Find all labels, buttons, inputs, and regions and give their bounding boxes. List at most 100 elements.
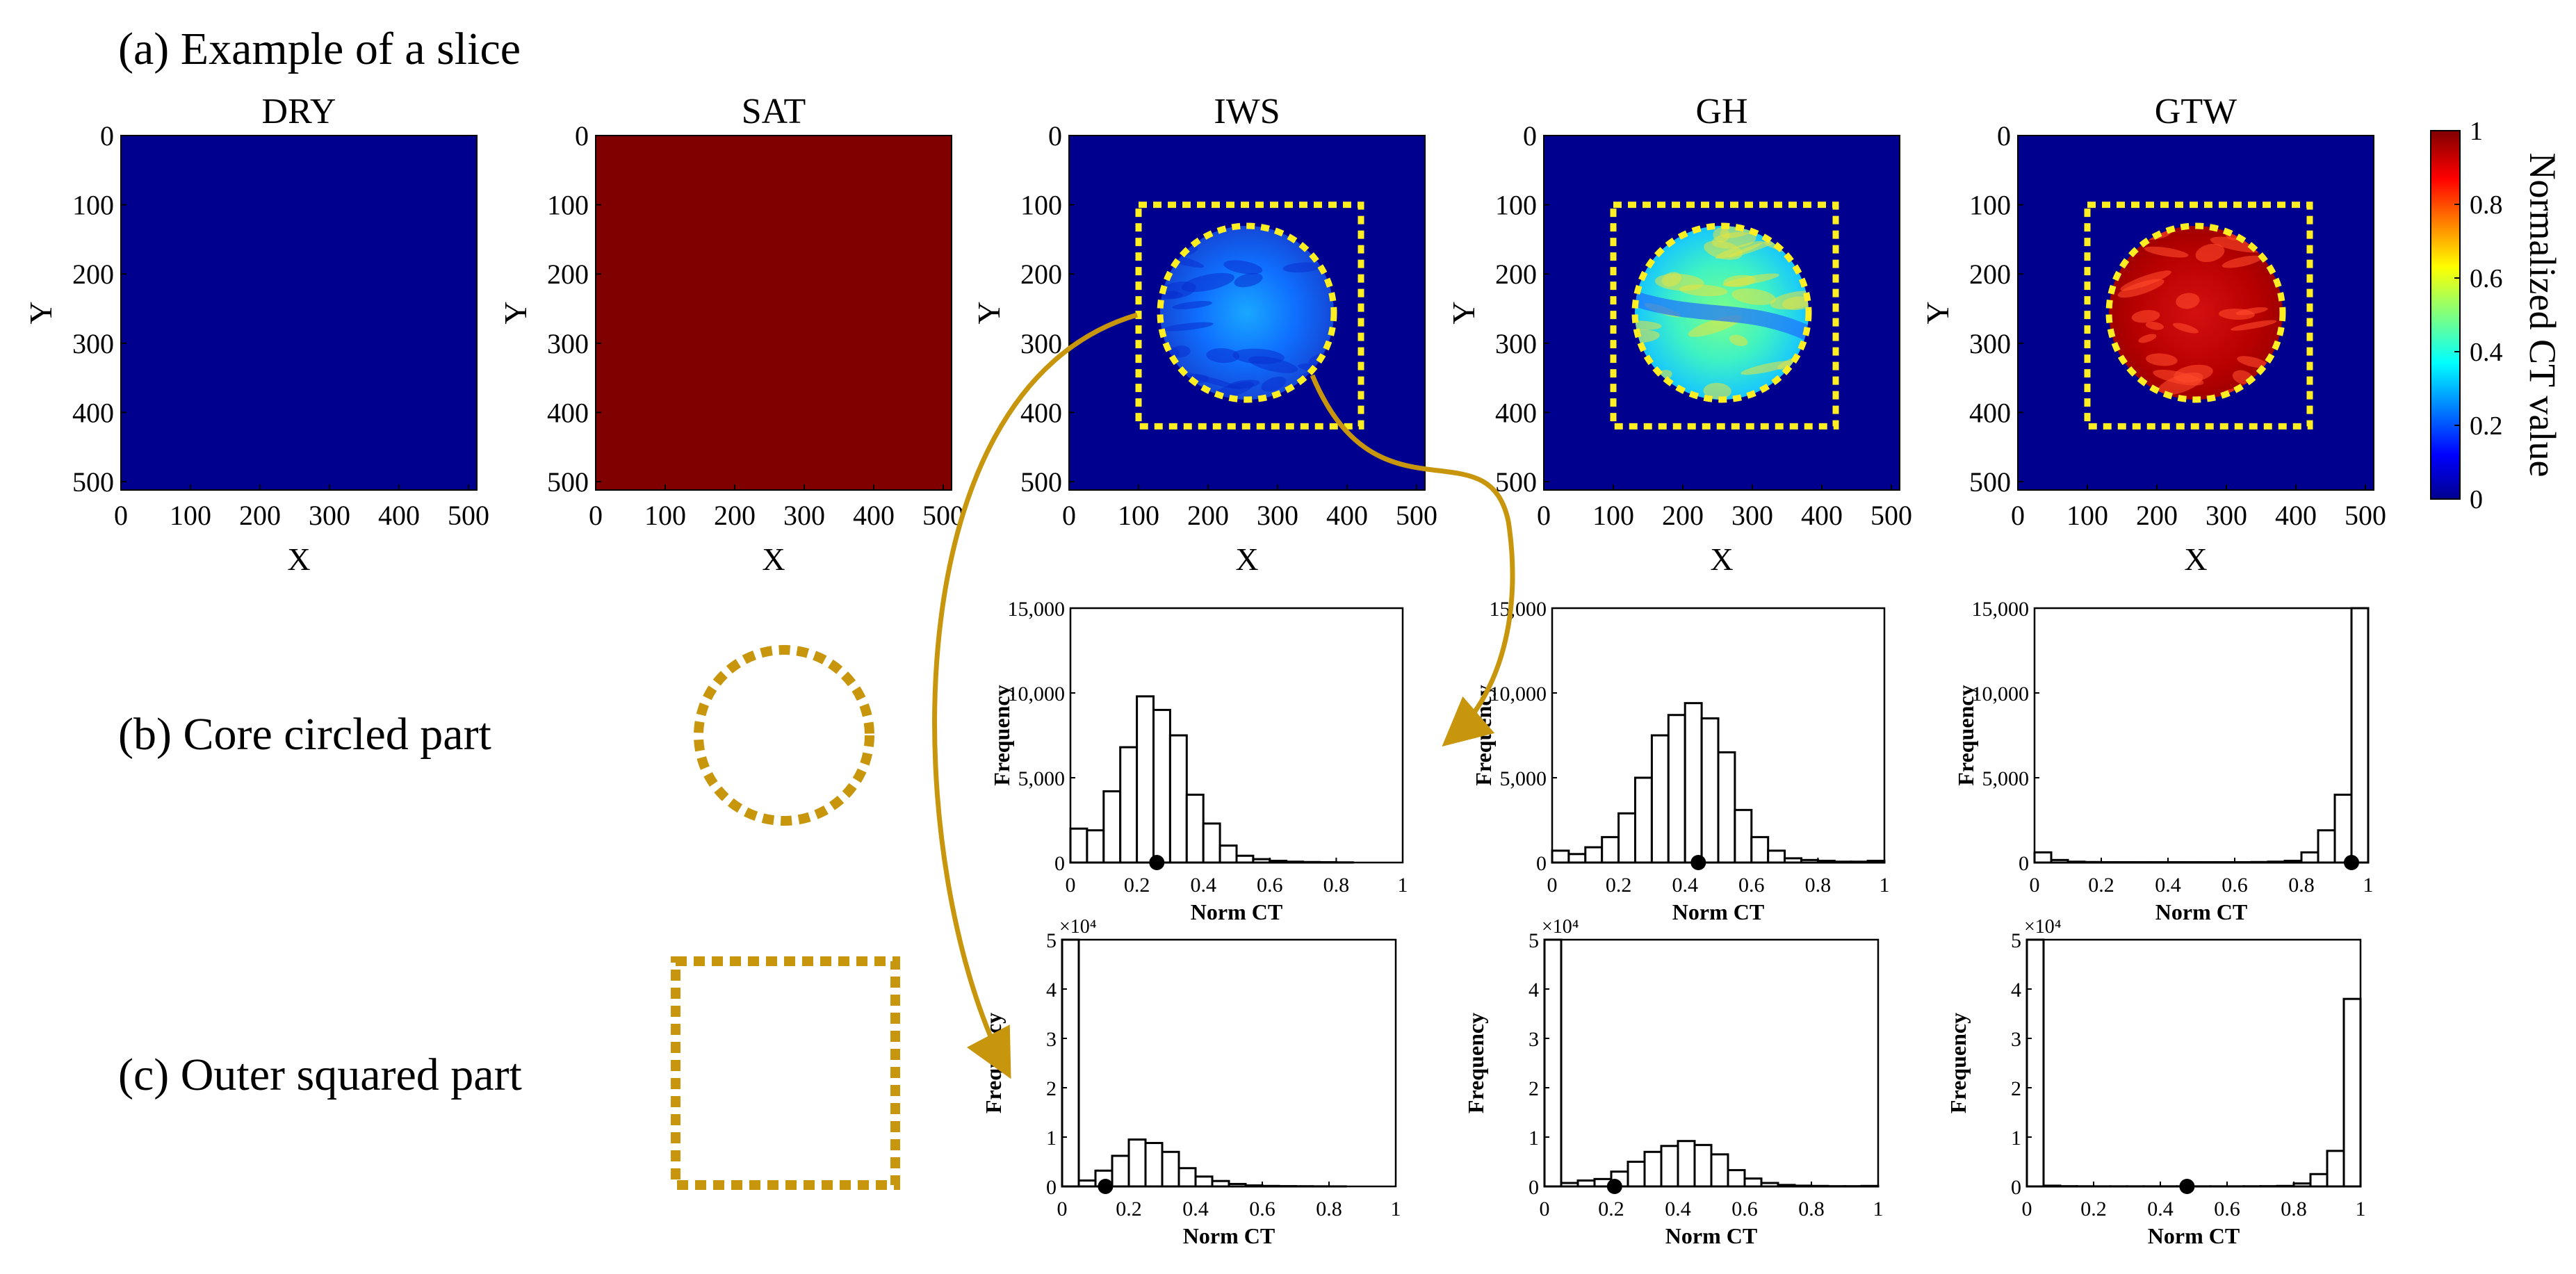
- core-texture-streak: [1206, 348, 1240, 364]
- histogram-bar: [1767, 849, 1786, 864]
- histogram-bar: [1177, 1167, 1197, 1188]
- slice-title-gtw: GTW: [2155, 92, 2237, 131]
- histogram-exponent-label: ×10⁴: [1542, 916, 1579, 938]
- histogram-frame: [2033, 607, 2370, 864]
- histogram-mean-marker: [2344, 855, 2359, 870]
- core-circle-schematic: [694, 645, 874, 826]
- slice-y-tick-label: 100: [72, 190, 114, 221]
- core-texture-band: [1635, 291, 1809, 341]
- slice-panels: DRY 0 0 100 100 200 200 300 300 400 400 500 500 X Y SAT…: [23, 92, 2386, 577]
- histogram-bar: [2333, 793, 2353, 864]
- histogram-y-tick-label: 5,000: [1982, 767, 2030, 790]
- histogram-x-axis-label: Norm CT: [1183, 1223, 1275, 1248]
- slice-x-tick-label: 100: [2066, 500, 2108, 531]
- slice-x-axis-label: X: [1710, 541, 1733, 577]
- histogram-bar: [2033, 851, 2053, 864]
- histogram-mean-marker: [1149, 855, 1165, 870]
- histogram-bar: [1144, 1142, 1164, 1188]
- histogram-x-axis-label: Norm CT: [2155, 899, 2247, 924]
- histogram-x-tick-label: 1: [2363, 874, 2374, 897]
- slice-y-tick-label: 200: [1969, 259, 2011, 290]
- histogram-bar: [1717, 751, 1736, 864]
- slice-y-tick-label: 200: [547, 259, 589, 290]
- row-a-label: (a) Example of a slice: [118, 24, 521, 74]
- histogram-bar: [1743, 1177, 1763, 1188]
- histogram-x-tick-label: 0.8: [1798, 1198, 1825, 1220]
- histogram-x-axis-label: Norm CT: [1665, 1223, 1757, 1248]
- core-texture-streak: [1172, 301, 1212, 309]
- histogram-y-tick-label: 3: [2011, 1028, 2021, 1051]
- histogram-y-tick-label: 10,000: [1008, 683, 1066, 705]
- histogram-bar: [1627, 1161, 1646, 1188]
- histogram-x-tick-label: 0.4: [1672, 874, 1698, 897]
- core-texture-streak: [2237, 356, 2268, 368]
- histogram-bar: [2350, 607, 2370, 864]
- histogram-y-tick-label: 2: [1046, 1077, 1057, 1100]
- core-texture-streak: [2146, 353, 2178, 366]
- histogram-bar: [1194, 1175, 1214, 1188]
- colorbar-tick-label: 0.8: [2470, 190, 2503, 220]
- histogram-x-tick-label: 0: [2030, 874, 2040, 897]
- slice-image-sat: [596, 136, 952, 490]
- core-texture-streak: [2195, 243, 2225, 263]
- histogram-x-tick-label: 1: [1880, 874, 1890, 897]
- histogram-x-tick-label: 0.4: [1665, 1198, 1691, 1220]
- histogram-bar: [1119, 746, 1139, 864]
- core-circle-outline-iws: [1157, 222, 1337, 403]
- histogram-2: 0 0.2 0.4 0.6 0.8 1 0 5,000 10,000 15,000 Norm CT F…: [1953, 598, 2374, 924]
- colorbar-tick-label: 1: [2470, 117, 2483, 146]
- slice-y-tick-label: 0: [1997, 120, 2011, 152]
- histogram-plot-area: [2035, 608, 2368, 863]
- histogram-y-tick-label: 5,000: [1500, 767, 1547, 790]
- slice-y-tick-label: 100: [1495, 190, 1537, 221]
- slice-y-tick-label: 300: [72, 328, 114, 359]
- slice-x-tick-label: 400: [1801, 500, 1843, 531]
- slice-frame-gh: [1543, 135, 1900, 491]
- slice-title-gh: GH: [1695, 92, 1747, 131]
- histogram-x-tick-label: 0: [1066, 874, 1076, 897]
- slice-x-tick-label: 0: [114, 500, 128, 531]
- slice-x-tick-label: 300: [309, 500, 350, 531]
- histogram-x-tick-label: 0.2: [1606, 874, 1632, 897]
- histogram-y-axis-label: Frequency: [1953, 685, 1978, 785]
- slice-panel-iws: IWS 0 0 100 100 200 200 300 300 400 400 500 500 X Y: [971, 92, 1437, 577]
- histogram-y-tick-label: 0: [1536, 852, 1547, 875]
- histogram-y-tick-label: 3: [1046, 1028, 1057, 1051]
- slice-y-tick-label: 100: [547, 190, 589, 221]
- row-b-label: (b) Core circled part: [118, 709, 491, 760]
- colorbar-label: Normalized CT value: [2522, 153, 2563, 477]
- slice-panel-gtw: GTW 0 0 100 100 200 200 300 300 400 400 500 500 X Y: [1920, 92, 2386, 577]
- histogram-bar: [1710, 1153, 1729, 1188]
- slice-y-tick-label: 100: [1020, 190, 1062, 221]
- slice-x-tick-label: 0: [589, 500, 603, 531]
- slice-x-tick-label: 200: [714, 500, 756, 531]
- slice-panel-dry: DRY 0 0 100 100 200 200 300 300 400 400 500 500 X Y: [23, 92, 489, 577]
- histogram-bar: [1727, 1169, 1746, 1188]
- core-texture-streak: [2231, 320, 2277, 331]
- histogram-bar: [1734, 808, 1753, 864]
- core-texture-streak: [2176, 293, 2200, 309]
- histogram-mean-marker: [1606, 1179, 1622, 1194]
- histogram-mean-marker: [1098, 1179, 1114, 1194]
- colorbar-tick-label: 0.6: [2470, 264, 2503, 293]
- histogram-bar: [1643, 1150, 1663, 1188]
- slice-x-tick-label: 100: [644, 500, 686, 531]
- histogram-bar: [1617, 812, 1637, 864]
- core-texture-streak: [1261, 377, 1287, 392]
- histogram-x-tick-label: 0.6: [2222, 874, 2248, 897]
- histogram-bar: [1634, 776, 1653, 864]
- slice-x-tick-label: 500: [2345, 500, 2386, 531]
- histogram-y-tick-label: 4: [1529, 979, 1539, 1002]
- slice-frame-gtw: [2017, 135, 2374, 491]
- outer-square-outline-gtw: [2084, 202, 2313, 430]
- histogram-bar: [2317, 829, 2336, 864]
- histogram-y-axis-label: Frequency: [1463, 1013, 1488, 1113]
- slice-panel-gh: GH 0 0 100 100 200 200 300 300 400 400 500 500 X Y: [1446, 92, 1912, 577]
- slice-y-tick-label: 300: [1495, 328, 1537, 359]
- slice-y-axis-label: Y: [971, 301, 1006, 324]
- slice-frame-iws: [1068, 135, 1426, 491]
- histogram-x-tick-label: 0.4: [1182, 1198, 1209, 1220]
- slice-y-axis-label: Y: [498, 301, 533, 324]
- slice-y-axis-label: Y: [1920, 301, 1955, 324]
